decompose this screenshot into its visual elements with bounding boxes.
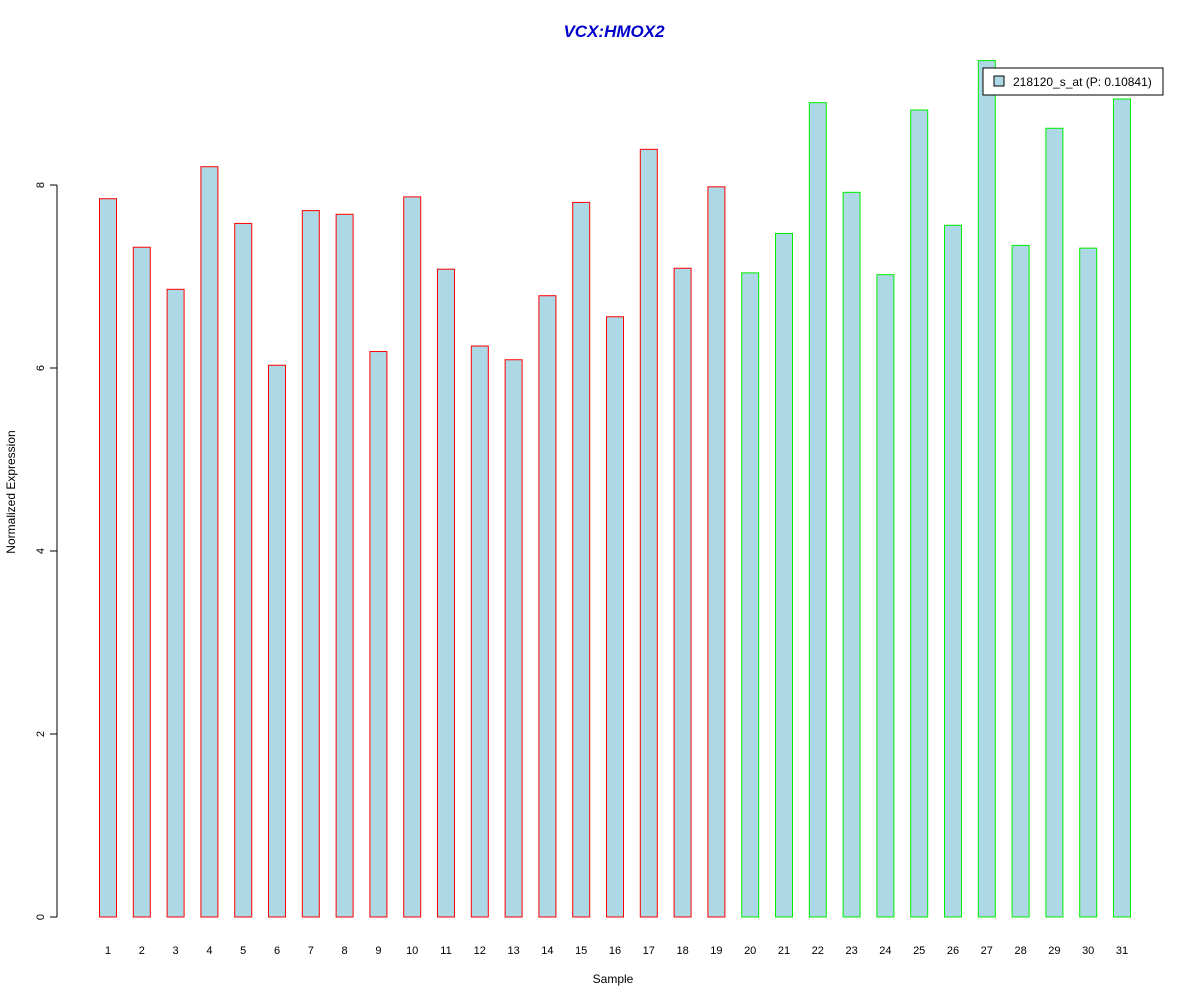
x-tick-label: 7: [308, 945, 314, 957]
bar-sample-16: [606, 316, 624, 918]
x-tick-label: 19: [710, 945, 722, 957]
bar-sample-10: [403, 196, 422, 918]
y-tick-label: 0: [35, 914, 47, 920]
bar-sample-11: [437, 268, 455, 918]
x-tick-label: 27: [981, 945, 993, 957]
x-tick-label: 14: [541, 945, 553, 957]
bar-sample-9: [369, 351, 388, 918]
legend: 218120_s_at (P: 0.10841): [982, 67, 1164, 96]
x-tick-label: 2: [139, 945, 145, 957]
bar-sample-17: [639, 148, 658, 918]
x-tick-label: 21: [778, 945, 790, 957]
x-tick-label: 31: [1116, 945, 1128, 957]
x-tick-label: 30: [1082, 945, 1094, 957]
bar-sample-22: [808, 102, 827, 918]
legend-box: [982, 67, 1164, 96]
bar-sample-12: [470, 345, 489, 918]
y-tick-label: 2: [35, 731, 47, 737]
bar-sample-4: [200, 166, 219, 918]
x-tick-label: 25: [913, 945, 925, 957]
x-tick-label: 13: [507, 945, 519, 957]
x-tick-label: 12: [474, 945, 486, 957]
bar-sample-21: [775, 232, 793, 918]
x-tick-label: 1: [105, 945, 111, 957]
y-axis-title: Normalized Expression: [4, 430, 18, 553]
bar-sample-24: [876, 274, 895, 918]
x-tick-label: 17: [643, 945, 655, 957]
bar-sample-29: [1045, 127, 1064, 918]
bar-sample-26: [944, 224, 962, 918]
x-tick-label: 10: [406, 945, 418, 957]
y-tick-label: 8: [35, 182, 47, 188]
bar-sample-14: [538, 295, 557, 918]
y-tick-label: 4: [35, 548, 47, 554]
bar-sample-15: [572, 201, 591, 918]
bar-sample-5: [234, 222, 253, 918]
bars: [99, 60, 1131, 918]
y-tick-label: 6: [35, 365, 47, 371]
bar-sample-3: [166, 288, 185, 918]
x-tick-label: 20: [744, 945, 756, 957]
x-tick-label: 26: [947, 945, 959, 957]
x-tick-label: 22: [812, 945, 824, 957]
bar-sample-25: [910, 109, 929, 918]
bar-sample-8: [335, 213, 354, 918]
bar-sample-6: [268, 364, 286, 918]
x-tick-label: 9: [375, 945, 381, 957]
x-tick-label: 24: [879, 945, 891, 957]
x-tick-labels: 1 2 3 4 5 6 7 8 9 10 11 12 13 14 15 16 17 18 19 20 21 22 23 24 2…: [105, 945, 1128, 957]
x-tick-label: 8: [342, 945, 348, 957]
bar-sample-19: [707, 186, 726, 918]
x-tick-label: 4: [206, 945, 212, 957]
x-tick-label: 15: [575, 945, 587, 957]
legend-label: 218120_s_at (P: 0.10841): [1013, 75, 1152, 89]
x-tick-label: 23: [845, 945, 857, 957]
bar-sample-23: [842, 191, 861, 918]
bar-sample-1: [99, 198, 117, 918]
bar-sample-31: [1113, 98, 1131, 918]
x-tick-label: 29: [1048, 945, 1060, 957]
chart-title: VCX:HMOX2: [563, 22, 665, 41]
bar-sample-27: [977, 60, 996, 918]
x-tick-label: 18: [676, 945, 688, 957]
x-tick-label: 11: [440, 945, 451, 957]
bar-sample-28: [1011, 244, 1030, 918]
bar-sample-20: [741, 272, 760, 918]
y-axis: 0 2 4 6 8: [35, 182, 58, 920]
x-tick-label: 5: [240, 945, 246, 957]
x-axis-title: Sample: [593, 972, 634, 986]
bar-sample-30: [1079, 247, 1098, 918]
x-tick-label: 6: [274, 945, 280, 957]
bar-sample-2: [132, 246, 151, 918]
bar-sample-18: [673, 267, 692, 918]
legend-swatch: [993, 75, 1005, 87]
x-tick-label: 28: [1014, 945, 1026, 957]
x-tick-label: 16: [609, 945, 621, 957]
bar-sample-7: [301, 210, 320, 918]
x-tick-label: 3: [173, 945, 179, 957]
bar-sample-13: [504, 359, 523, 918]
